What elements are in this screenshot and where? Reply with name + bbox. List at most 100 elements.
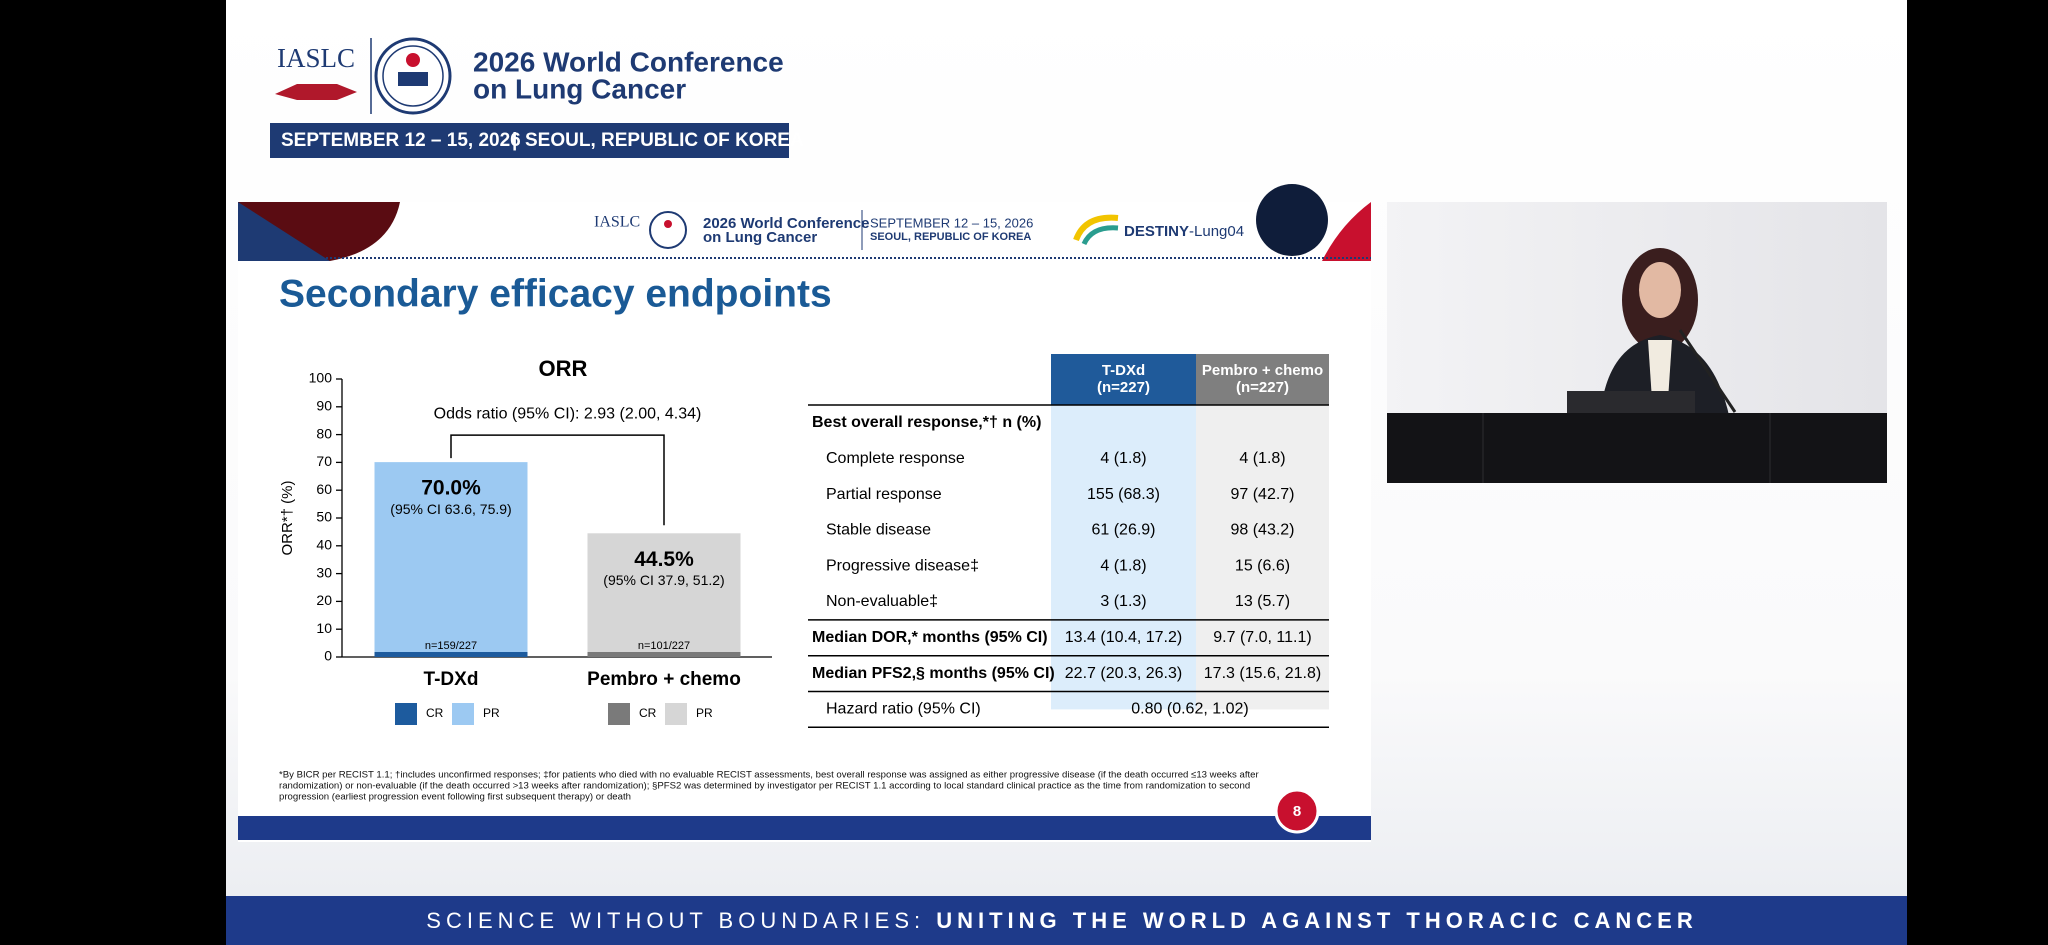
seal-sun xyxy=(406,53,420,67)
lung-icon xyxy=(275,84,357,100)
y-tick-label: 90 xyxy=(316,398,332,414)
x-tick-label: Pembro + chemo xyxy=(587,669,741,690)
odds-annotation: Odds ratio (95% CI): 2.93 (2.00, 4.34) xyxy=(434,405,702,422)
ci-label: (95% CI 37.9, 51.2) xyxy=(603,572,724,588)
y-tick-label: 40 xyxy=(316,537,332,553)
column-header-bg xyxy=(1196,354,1329,405)
conference-logo: IASLC 2026 World Conference on Lung Canc… xyxy=(270,37,804,158)
row-label: Complete response xyxy=(826,450,965,467)
chart-title: ORR xyxy=(539,356,588,381)
page-badge xyxy=(1274,788,1320,834)
legend-swatch xyxy=(395,703,417,725)
total-label: 70.0% xyxy=(421,477,481,500)
seal-ring xyxy=(382,45,444,107)
microphone xyxy=(1678,329,1737,413)
column-bg xyxy=(1051,405,1196,710)
y-tick-label: 0 xyxy=(324,648,332,664)
ci-label: (95% CI 63.6, 75.9) xyxy=(390,501,511,517)
row-label: Partial response xyxy=(826,486,942,503)
y-tick-label: 60 xyxy=(316,481,332,497)
banner-text: SCIENCE WITHOUT BOUNDARIES: UNITING THE … xyxy=(426,908,1697,933)
slide-footer-bar xyxy=(238,816,1371,840)
speaker-face xyxy=(1639,262,1681,318)
cell: 17.3 (15.6, 21.8) xyxy=(1204,665,1321,682)
row-label: Non-evaluable‡ xyxy=(826,593,938,610)
cell: 98 (43.2) xyxy=(1230,522,1294,539)
banner-lead: SCIENCE WITHOUT BOUNDARIES: xyxy=(426,908,936,933)
speaker-shirt xyxy=(1648,340,1672,400)
column-header: (n=227) xyxy=(1236,379,1289,396)
row-label: Progressive disease‡ xyxy=(826,557,979,574)
bar-segment xyxy=(374,651,528,657)
slide-seal xyxy=(649,211,687,249)
slide-title: Secondary efficacy endpoints xyxy=(279,272,832,315)
x-tick-label: T-DXd xyxy=(424,669,479,690)
legend-swatch xyxy=(665,703,687,725)
total-label: 44.5% xyxy=(634,548,694,571)
y-tick-label: 80 xyxy=(316,425,332,441)
location: SEOUL, REPUBLIC OF KOREA xyxy=(525,130,804,151)
speaker-video xyxy=(1387,202,1887,483)
legend-swatch xyxy=(608,703,630,725)
legend-swatch xyxy=(452,703,474,725)
legend-label: CR xyxy=(426,706,444,720)
legend-label: PR xyxy=(696,706,713,720)
summary-label: Median DOR,* months (95% CI) xyxy=(812,629,1048,646)
summary-label: Median PFS2,§ months (95% CI) xyxy=(812,665,1055,682)
cell: 13.4 (10.4, 17.2) xyxy=(1065,629,1182,646)
column-header-bg xyxy=(1051,354,1196,405)
column-header: Pembro + chemo xyxy=(1202,362,1323,379)
trial-name-main: DESTINY xyxy=(1124,223,1189,240)
legend-label: PR xyxy=(483,706,500,720)
org-name: IASLC xyxy=(277,43,355,73)
odds-bracket xyxy=(450,434,665,526)
slide-corner-right-accent xyxy=(1322,202,1371,261)
slide-dates: SEPTEMBER 12 – 15, 2026 xyxy=(870,215,1033,230)
y-tick-label: 50 xyxy=(316,509,332,525)
bar-segment xyxy=(587,533,741,652)
hazard-label: Hazard ratio (95% CI) xyxy=(826,701,981,718)
hazard-value: 0.80 (0.62, 1.02) xyxy=(1131,701,1248,718)
cell: 4 (1.8) xyxy=(1239,450,1285,467)
cell: 9.7 (7.0, 11.1) xyxy=(1213,629,1311,646)
section-label: Best overall response,*† n (%) xyxy=(812,414,1041,431)
bar-segment xyxy=(374,462,528,652)
podium xyxy=(1387,413,1887,483)
y-tick-label: 100 xyxy=(309,370,333,386)
n-label: n=101/227 xyxy=(638,640,690,652)
footnote: *By BICR per RECIST 1.1; †includes uncon… xyxy=(279,770,1260,803)
cell: 61 (26.9) xyxy=(1091,522,1155,539)
slide-corner-right xyxy=(1256,184,1328,256)
y-tick-label: 70 xyxy=(316,453,332,469)
y-tick-label: 10 xyxy=(316,620,332,636)
cell: 15 (6.6) xyxy=(1235,557,1290,574)
slide-location: SEOUL, REPUBLIC OF KOREA xyxy=(870,231,1031,243)
response-table: T-DXd(n=227)Pembro + chemo(n=227)Best ov… xyxy=(808,354,1329,729)
conference-line: 2026 World Conference xyxy=(473,46,784,77)
banner xyxy=(226,896,1907,945)
slide-seal-sun xyxy=(664,220,672,228)
y-tick-label: 30 xyxy=(316,564,332,580)
column-header: (n=227) xyxy=(1097,379,1150,396)
separator: | xyxy=(512,130,517,151)
seal-building xyxy=(398,72,428,86)
trial-logo-arc xyxy=(1081,225,1119,246)
footnote-line: randomization) or non-evaluable (if the … xyxy=(279,781,1250,792)
y-axis-label: ORR*† (%) xyxy=(279,480,296,555)
footnote-line: *By BICR per RECIST 1.1; †includes uncon… xyxy=(279,770,1260,781)
n-label: n=159/227 xyxy=(425,640,477,652)
page-number: 8 xyxy=(1293,803,1301,820)
banner-emphasis: UNITING THE WORLD AGAINST THORACIC CANCE… xyxy=(936,908,1698,933)
date-bar xyxy=(270,123,789,158)
column-header: T-DXd xyxy=(1102,362,1145,379)
cell: 97 (42.7) xyxy=(1230,486,1294,503)
cell: 13 (5.7) xyxy=(1235,593,1290,610)
cell: 3 (1.3) xyxy=(1100,593,1146,610)
cell: 155 (68.3) xyxy=(1087,486,1160,503)
y-tick-label: 20 xyxy=(316,592,332,608)
dates: SEPTEMBER 12 – 15, 2026 xyxy=(281,130,521,151)
conference-line: on Lung Cancer xyxy=(473,73,686,104)
trial-name-suffix: -Lung04 xyxy=(1189,223,1244,240)
cell: 4 (1.8) xyxy=(1100,450,1146,467)
